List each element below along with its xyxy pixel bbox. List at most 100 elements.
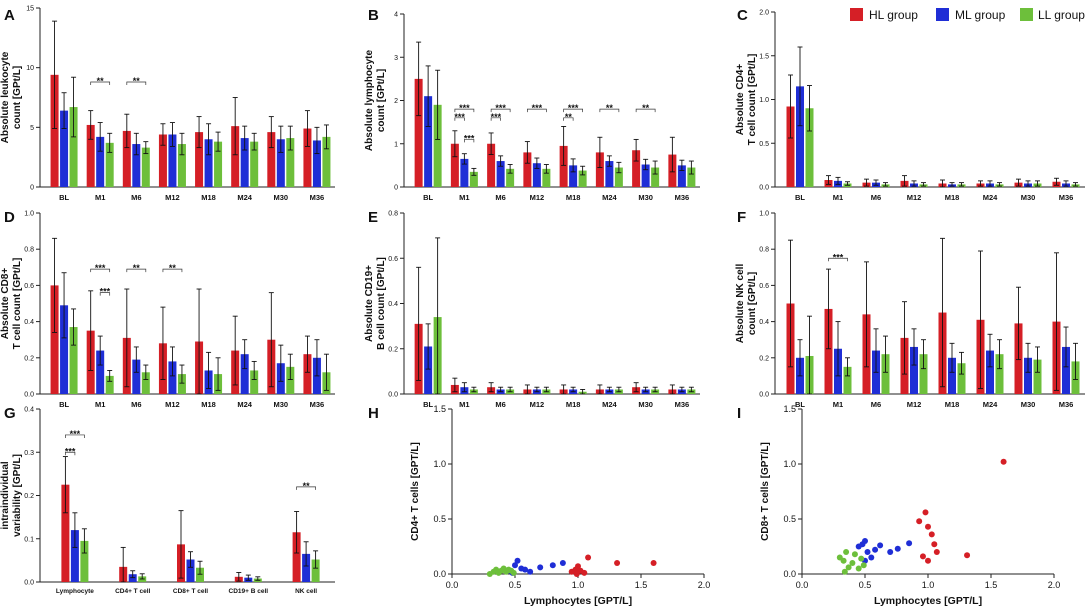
panel-letter: I [737,405,741,422]
y-tick-label: 0.6 [388,256,398,263]
x-tick-label: M12 [530,400,545,409]
significance-bracket [454,117,465,121]
y-axis-label: count [GPt/L] [12,66,23,129]
scatter-point [840,557,847,564]
y-tick-label: 15 [26,6,34,13]
y-tick-label: 0.0 [783,569,796,579]
y-tick-label: 1.0 [759,211,769,218]
bar [311,559,320,582]
x-tick-label: M24 [602,400,617,409]
bar [250,370,259,394]
bar [957,363,966,394]
panel-letter: F [737,209,746,226]
bar [641,164,650,187]
y-axis-label: variability [GPt/L] [12,454,23,537]
scatter-point [894,545,901,552]
significance-bracket [563,117,574,121]
x-tick-label: NK cell [295,588,317,595]
bar [50,285,59,394]
x-tick-label: CD8+ T cell [173,588,208,595]
bar [231,126,240,187]
y-axis-label: Absolute NK cell [735,264,746,344]
panel-I: I 0.0 0.5 1.0 1.5 0.0 0.5 1.0 1.5 2.0 CD8+ T cells… [737,404,1060,607]
y-tick-label: 0 [30,185,34,192]
x-tick-label: 0.5 [509,580,522,590]
bar [286,366,295,394]
bar [158,134,167,187]
x-tick-label: M24 [983,193,998,202]
bar [196,567,204,582]
panel-F: F 0.0 0.2 0.4 0.6 0.8 1.0 Absolute NK cell count… [735,209,1085,409]
scatter-point [1000,458,1007,465]
significance-label: *** [95,263,106,273]
y-tick-label: 0.8 [24,247,34,254]
y-axis-label: CD8+ T cells [GPT/L] [760,442,771,541]
scatter-point [928,531,935,538]
scatter-point [964,552,971,559]
panel-letter: B [368,7,379,24]
bar [881,354,890,394]
significance-label: ** [169,263,177,273]
y-tick-label: 0.4 [24,407,34,414]
y-axis-label: count [GPt/L] [376,69,387,132]
x-tick-label: M36 [310,193,325,202]
significance-bracket [464,139,475,143]
bar [60,305,69,394]
bar [614,167,623,187]
bar [250,141,259,187]
bar [105,142,114,187]
scatter-point [549,562,556,569]
significance-bracket [527,108,547,113]
panel-letter: E [368,209,378,226]
x-tick-label: M18 [566,400,581,409]
bar [80,540,89,582]
scatter-point [925,523,931,530]
scatter-point [650,560,657,566]
y-tick-label: 1.5 [759,53,769,60]
x-axis-label: Lymphocytes [GPT/L] [524,595,632,607]
y-axis-label: T cell count [GPt/L] [747,54,758,146]
bar [433,104,442,187]
x-tick-label: M36 [675,400,690,409]
bar [168,134,177,187]
significance-bracket [454,108,475,113]
significance-label: ** [303,481,311,491]
x-tick-label: M30 [638,193,653,202]
bar [292,532,301,582]
scatter-point [931,541,938,548]
x-tick-label: M36 [1059,193,1074,202]
panel-G: G 0.0 0.1 0.2 0.3 0.4 intraindividual variabili… [0,405,335,595]
y-tick-label: 1.0 [783,459,796,469]
significance-label: *** [100,287,111,297]
bar [595,152,604,187]
x-tick-label: 0.5 [859,580,872,590]
bar [605,161,614,187]
significance-bracket [126,81,147,85]
y-tick-label: 4 [394,12,398,19]
y-tick-label: 1.0 [24,211,34,218]
significance-label: *** [495,103,506,113]
legend-swatch-ml [936,8,949,21]
significance-label: ** [565,112,573,122]
significance-label: ** [133,263,141,273]
bar [267,132,276,187]
significance-bracket [490,108,511,113]
x-tick-label: BL [423,193,433,202]
bar [60,110,69,187]
x-tick-label: M18 [566,193,581,202]
bar [995,354,1004,394]
bar [651,167,660,187]
y-tick-label: 0.6 [759,283,769,290]
bar [69,107,78,187]
bar [240,354,249,394]
bar [487,143,496,187]
y-axis-label: Absolute lymphocyte [364,50,375,152]
bar [86,124,95,187]
significance-bracket [90,81,111,85]
scatter-point [581,569,588,576]
significance-label: ** [606,103,614,113]
x-tick-label: M36 [1059,400,1074,409]
bar [532,163,541,187]
bar [240,138,249,187]
bar [786,106,795,187]
